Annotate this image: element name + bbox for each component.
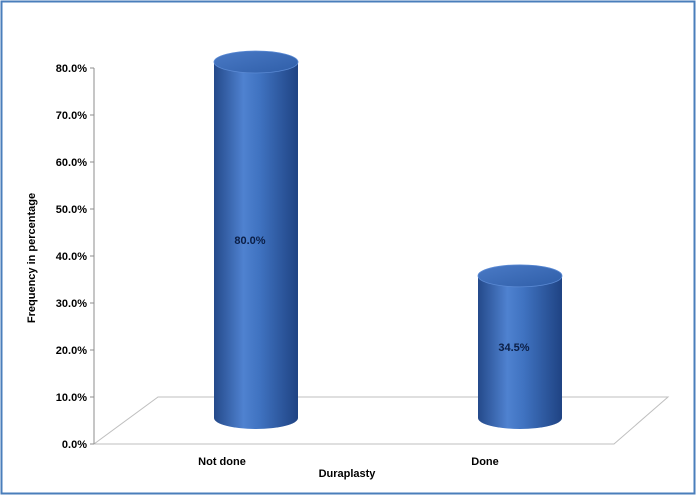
data-label: 34.5% [498, 342, 529, 354]
y-axis-title: Frequency in percentage [26, 193, 38, 323]
x-category-label: Not done [198, 456, 246, 468]
bars: 80.0% 34.5% [213, 50, 563, 429]
y-tick-label: 50.0% [56, 204, 87, 216]
chart-floor [92, 396, 670, 445]
bar-top [213, 50, 299, 74]
y-axis-ticks: 0.0% 10.0% 20.0% 30.0% 40.0% 50.0% 60.0% 70.0% 8… [56, 63, 94, 451]
y-tick-label: 0.0% [62, 439, 87, 451]
y-tick-label: 80.0% [56, 63, 87, 75]
y-tick-label: 30.0% [56, 298, 87, 310]
x-category-label: Done [471, 456, 499, 468]
y-tick-label: 10.0% [56, 392, 87, 404]
x-axis-title: Duraplasty [319, 468, 377, 480]
y-tick-label: 40.0% [56, 251, 87, 263]
bar-body [478, 275, 562, 429]
bar-body [214, 62, 298, 429]
y-tick-label: 20.0% [56, 345, 87, 357]
y-tick-label: 70.0% [56, 110, 87, 122]
bar-2: 34.5% [477, 264, 563, 429]
x-axis-categories: Not done Done [198, 456, 499, 468]
bar-top [477, 264, 563, 288]
data-label: 80.0% [234, 235, 265, 247]
bar-1: 80.0% [213, 50, 299, 429]
y-tick-label: 60.0% [56, 157, 87, 169]
